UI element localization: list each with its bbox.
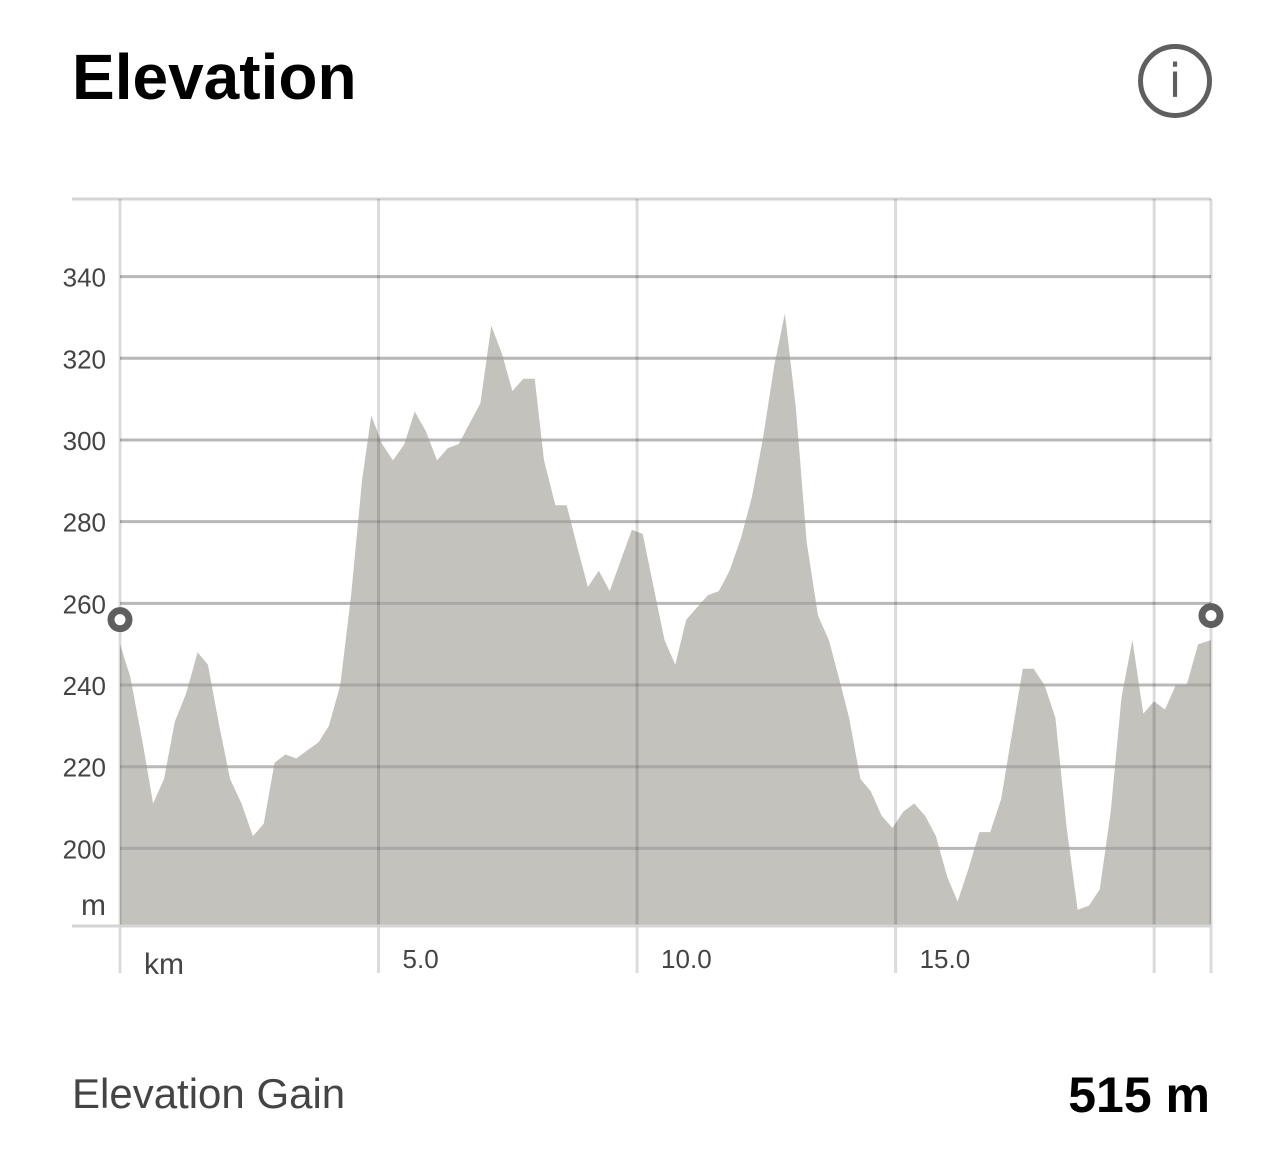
y-tick-label: 240 — [63, 671, 106, 701]
x-tick-label: 5.0 — [403, 944, 439, 974]
elevation-area — [120, 313, 1211, 926]
elevation-chart: 200 220 240 260 280 300 320 340 5.0 10.0 15.0 km m — [63, 197, 1224, 981]
chart-tick-labels: 200 220 240 260 280 300 320 340 5.0 10.0 15.0 — [63, 263, 971, 974]
x-axis-unit: km — [144, 948, 184, 981]
y-tick-label: 260 — [63, 589, 106, 619]
elevation-gain-value: 515 m — [1068, 1067, 1210, 1123]
y-tick-label: 320 — [63, 344, 106, 374]
y-tick-label: 200 — [63, 834, 106, 864]
end-marker[interactable] — [1198, 603, 1224, 629]
x-tick-label: 10.0 — [661, 944, 712, 974]
info-button[interactable]: i — [1138, 44, 1212, 118]
x-tick-label: 15.0 — [920, 944, 971, 974]
chart-vertical-grid — [72, 199, 1213, 973]
y-tick-label: 220 — [63, 753, 106, 783]
y-axis-unit: m — [81, 889, 106, 922]
elevation-gain-label: Elevation Gain — [72, 1070, 346, 1117]
y-tick-label: 300 — [63, 426, 106, 456]
info-icon: i — [1168, 54, 1182, 108]
y-tick-label: 340 — [63, 263, 106, 293]
page-title: Elevation — [72, 41, 357, 113]
start-marker[interactable] — [107, 607, 133, 633]
y-tick-label: 280 — [63, 508, 106, 538]
